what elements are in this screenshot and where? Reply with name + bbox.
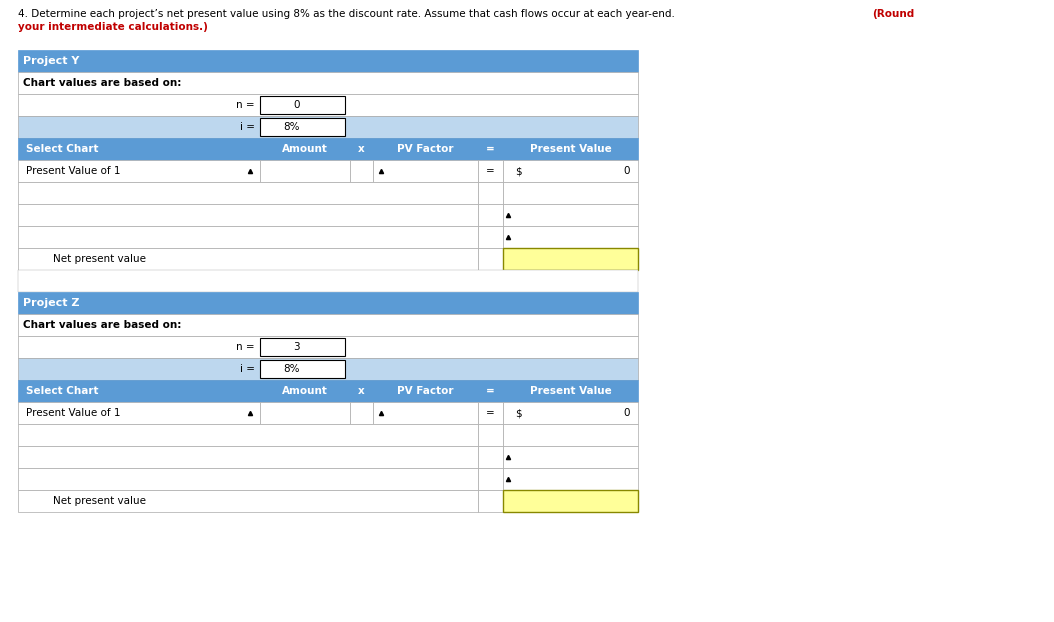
Text: i =: i =: [240, 364, 255, 374]
Bar: [18, 138, 638, 160]
Bar: [350, 402, 373, 424]
Text: 0: 0: [293, 100, 300, 110]
Bar: [503, 204, 638, 226]
Bar: [18, 380, 638, 402]
Text: Project Z: Project Z: [23, 298, 79, 308]
Text: Select Chart: Select Chart: [26, 386, 98, 396]
Bar: [373, 160, 479, 182]
Bar: [260, 96, 345, 114]
Bar: [18, 226, 479, 248]
Text: Amount: Amount: [282, 386, 328, 396]
Bar: [503, 424, 638, 446]
Bar: [503, 226, 638, 248]
Bar: [18, 424, 479, 446]
Text: PV Factor: PV Factor: [397, 386, 454, 396]
Text: =: =: [486, 166, 495, 176]
Text: PV Factor: PV Factor: [397, 144, 454, 154]
Bar: [479, 204, 503, 226]
Text: Select Chart: Select Chart: [26, 144, 98, 154]
Bar: [260, 338, 345, 356]
Bar: [18, 468, 479, 490]
Bar: [503, 402, 638, 424]
Bar: [18, 160, 260, 182]
Text: $: $: [515, 166, 522, 176]
Bar: [503, 468, 638, 490]
Bar: [260, 160, 350, 182]
Bar: [503, 182, 638, 204]
Text: Present Value of 1: Present Value of 1: [26, 166, 120, 176]
Bar: [18, 94, 638, 116]
Text: i =: i =: [240, 122, 255, 132]
Bar: [260, 402, 350, 424]
Text: x: x: [358, 386, 365, 396]
Bar: [479, 468, 503, 490]
Bar: [18, 50, 638, 72]
Bar: [479, 402, 503, 424]
Text: Present Value: Present Value: [529, 386, 611, 396]
Text: Chart values are based on:: Chart values are based on:: [23, 78, 181, 88]
Text: 4. Determine each project’s net present value using 8% as the discount rate. Ass: 4. Determine each project’s net present …: [18, 9, 675, 19]
Text: Present Value of 1: Present Value of 1: [26, 408, 120, 418]
Text: =: =: [486, 144, 495, 154]
Text: your intermediate calculations.): your intermediate calculations.): [18, 22, 208, 32]
Text: Project Y: Project Y: [23, 56, 79, 66]
Text: Net present value: Net present value: [53, 254, 147, 264]
Text: Chart values are based on:: Chart values are based on:: [23, 320, 181, 330]
Text: n =: n =: [236, 342, 255, 352]
Text: Net present value: Net present value: [53, 496, 147, 506]
Bar: [18, 270, 638, 292]
Bar: [18, 204, 479, 226]
Bar: [503, 248, 638, 270]
Bar: [18, 314, 638, 336]
Bar: [18, 72, 638, 94]
Bar: [18, 116, 638, 138]
Text: 8%: 8%: [284, 364, 300, 374]
Text: x: x: [358, 144, 365, 154]
Bar: [479, 446, 503, 468]
Text: n =: n =: [236, 100, 255, 110]
Bar: [350, 160, 373, 182]
Text: 0: 0: [624, 408, 630, 418]
Bar: [18, 292, 638, 314]
Text: 0: 0: [624, 166, 630, 176]
Bar: [503, 160, 638, 182]
Bar: [18, 248, 479, 270]
Bar: [479, 248, 503, 270]
Bar: [479, 424, 503, 446]
Bar: [18, 336, 638, 358]
Text: $: $: [515, 408, 522, 418]
Bar: [503, 490, 638, 512]
Bar: [503, 446, 638, 468]
Text: Present Value: Present Value: [529, 144, 611, 154]
Bar: [479, 160, 503, 182]
Bar: [373, 402, 479, 424]
Text: 3: 3: [293, 342, 300, 352]
Bar: [18, 446, 479, 468]
Text: =: =: [486, 386, 495, 396]
Bar: [260, 118, 345, 136]
Bar: [18, 182, 479, 204]
Bar: [479, 490, 503, 512]
Text: Amount: Amount: [282, 144, 328, 154]
Bar: [479, 226, 503, 248]
Bar: [18, 490, 479, 512]
Bar: [260, 360, 345, 378]
Bar: [18, 402, 260, 424]
Bar: [479, 182, 503, 204]
Text: (Round: (Round: [872, 9, 914, 19]
Text: =: =: [486, 408, 495, 418]
Text: 8%: 8%: [284, 122, 300, 132]
Bar: [18, 358, 638, 380]
